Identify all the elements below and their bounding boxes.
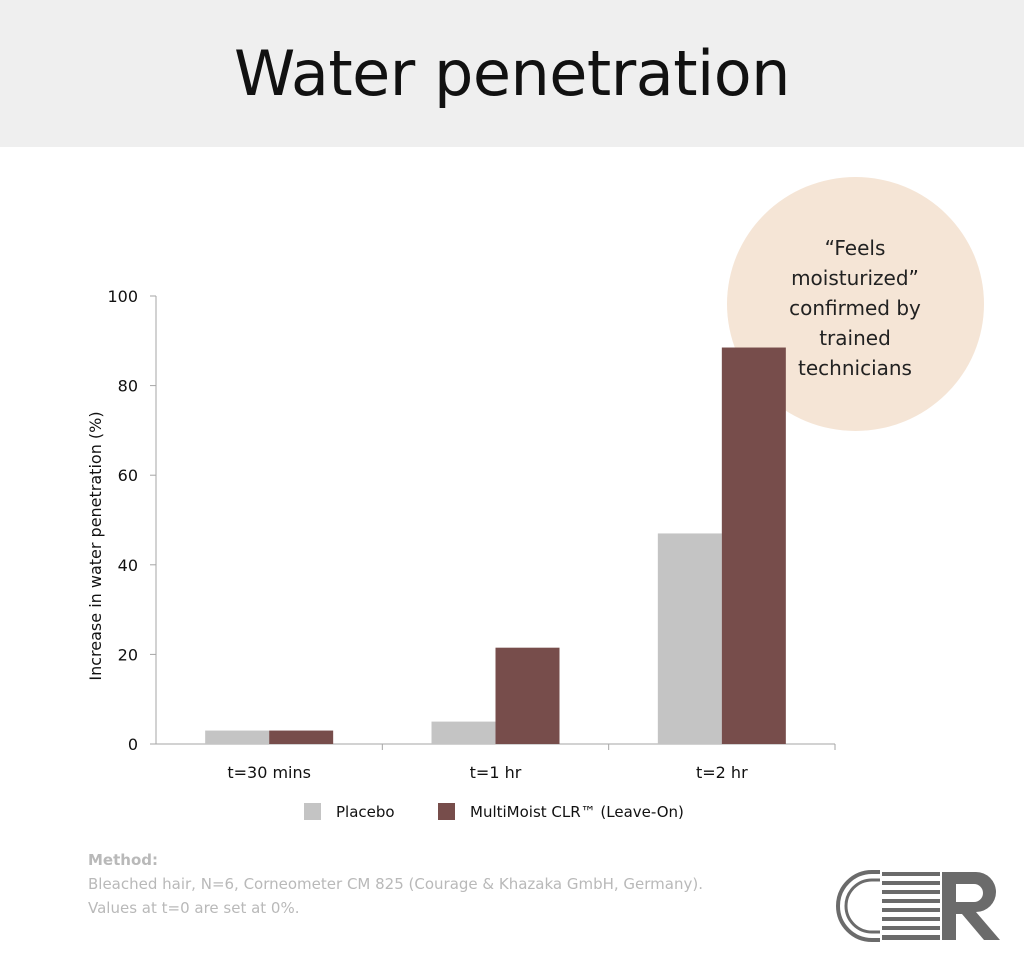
y-tick-label: 100: [107, 287, 138, 306]
legend-label: MultiMoist CLR™ (Leave-On): [470, 803, 684, 821]
y-tick-label: 0: [128, 735, 138, 754]
method-line-1: Bleached hair, N=6, Corneometer CM 825 (…: [88, 875, 703, 893]
title-banner: [0, 0, 1024, 147]
y-tick-label: 60: [118, 466, 138, 485]
y-tick-label: 80: [118, 377, 138, 396]
logo-r-shape: [942, 872, 1000, 940]
y-tick-label: 20: [118, 645, 138, 664]
logo-stripes: [882, 872, 940, 940]
logo-c-inner: [844, 878, 880, 934]
method-line-2: Values at t=0 are set at 0%.: [88, 899, 300, 917]
bar: [205, 730, 270, 744]
method-note: Method: Bleached hair, N=6, Corneometer …: [88, 848, 703, 920]
bar: [269, 730, 334, 744]
x-tick-label: t=2 hr: [696, 763, 748, 782]
method-label: Method:: [88, 851, 158, 869]
clr-logo: [836, 870, 1000, 942]
y-axis-label: Increase in water penetration (%): [86, 411, 105, 680]
logo-c-shape: [836, 870, 880, 942]
bar: [431, 721, 496, 744]
legend-swatch: [438, 803, 455, 820]
bar: [495, 647, 560, 744]
legend-label: Placebo: [336, 803, 395, 821]
bar: [657, 533, 722, 744]
y-tick-label: 40: [118, 556, 138, 575]
x-tick-label: t=30 mins: [227, 763, 311, 782]
bar: [721, 347, 786, 744]
x-tick-label: t=1 hr: [470, 763, 522, 782]
callout-text: “Feels moisturized” confirmed by trained…: [789, 236, 921, 380]
legend-swatch: [304, 803, 321, 820]
slide-title: Water penetration: [234, 37, 790, 110]
